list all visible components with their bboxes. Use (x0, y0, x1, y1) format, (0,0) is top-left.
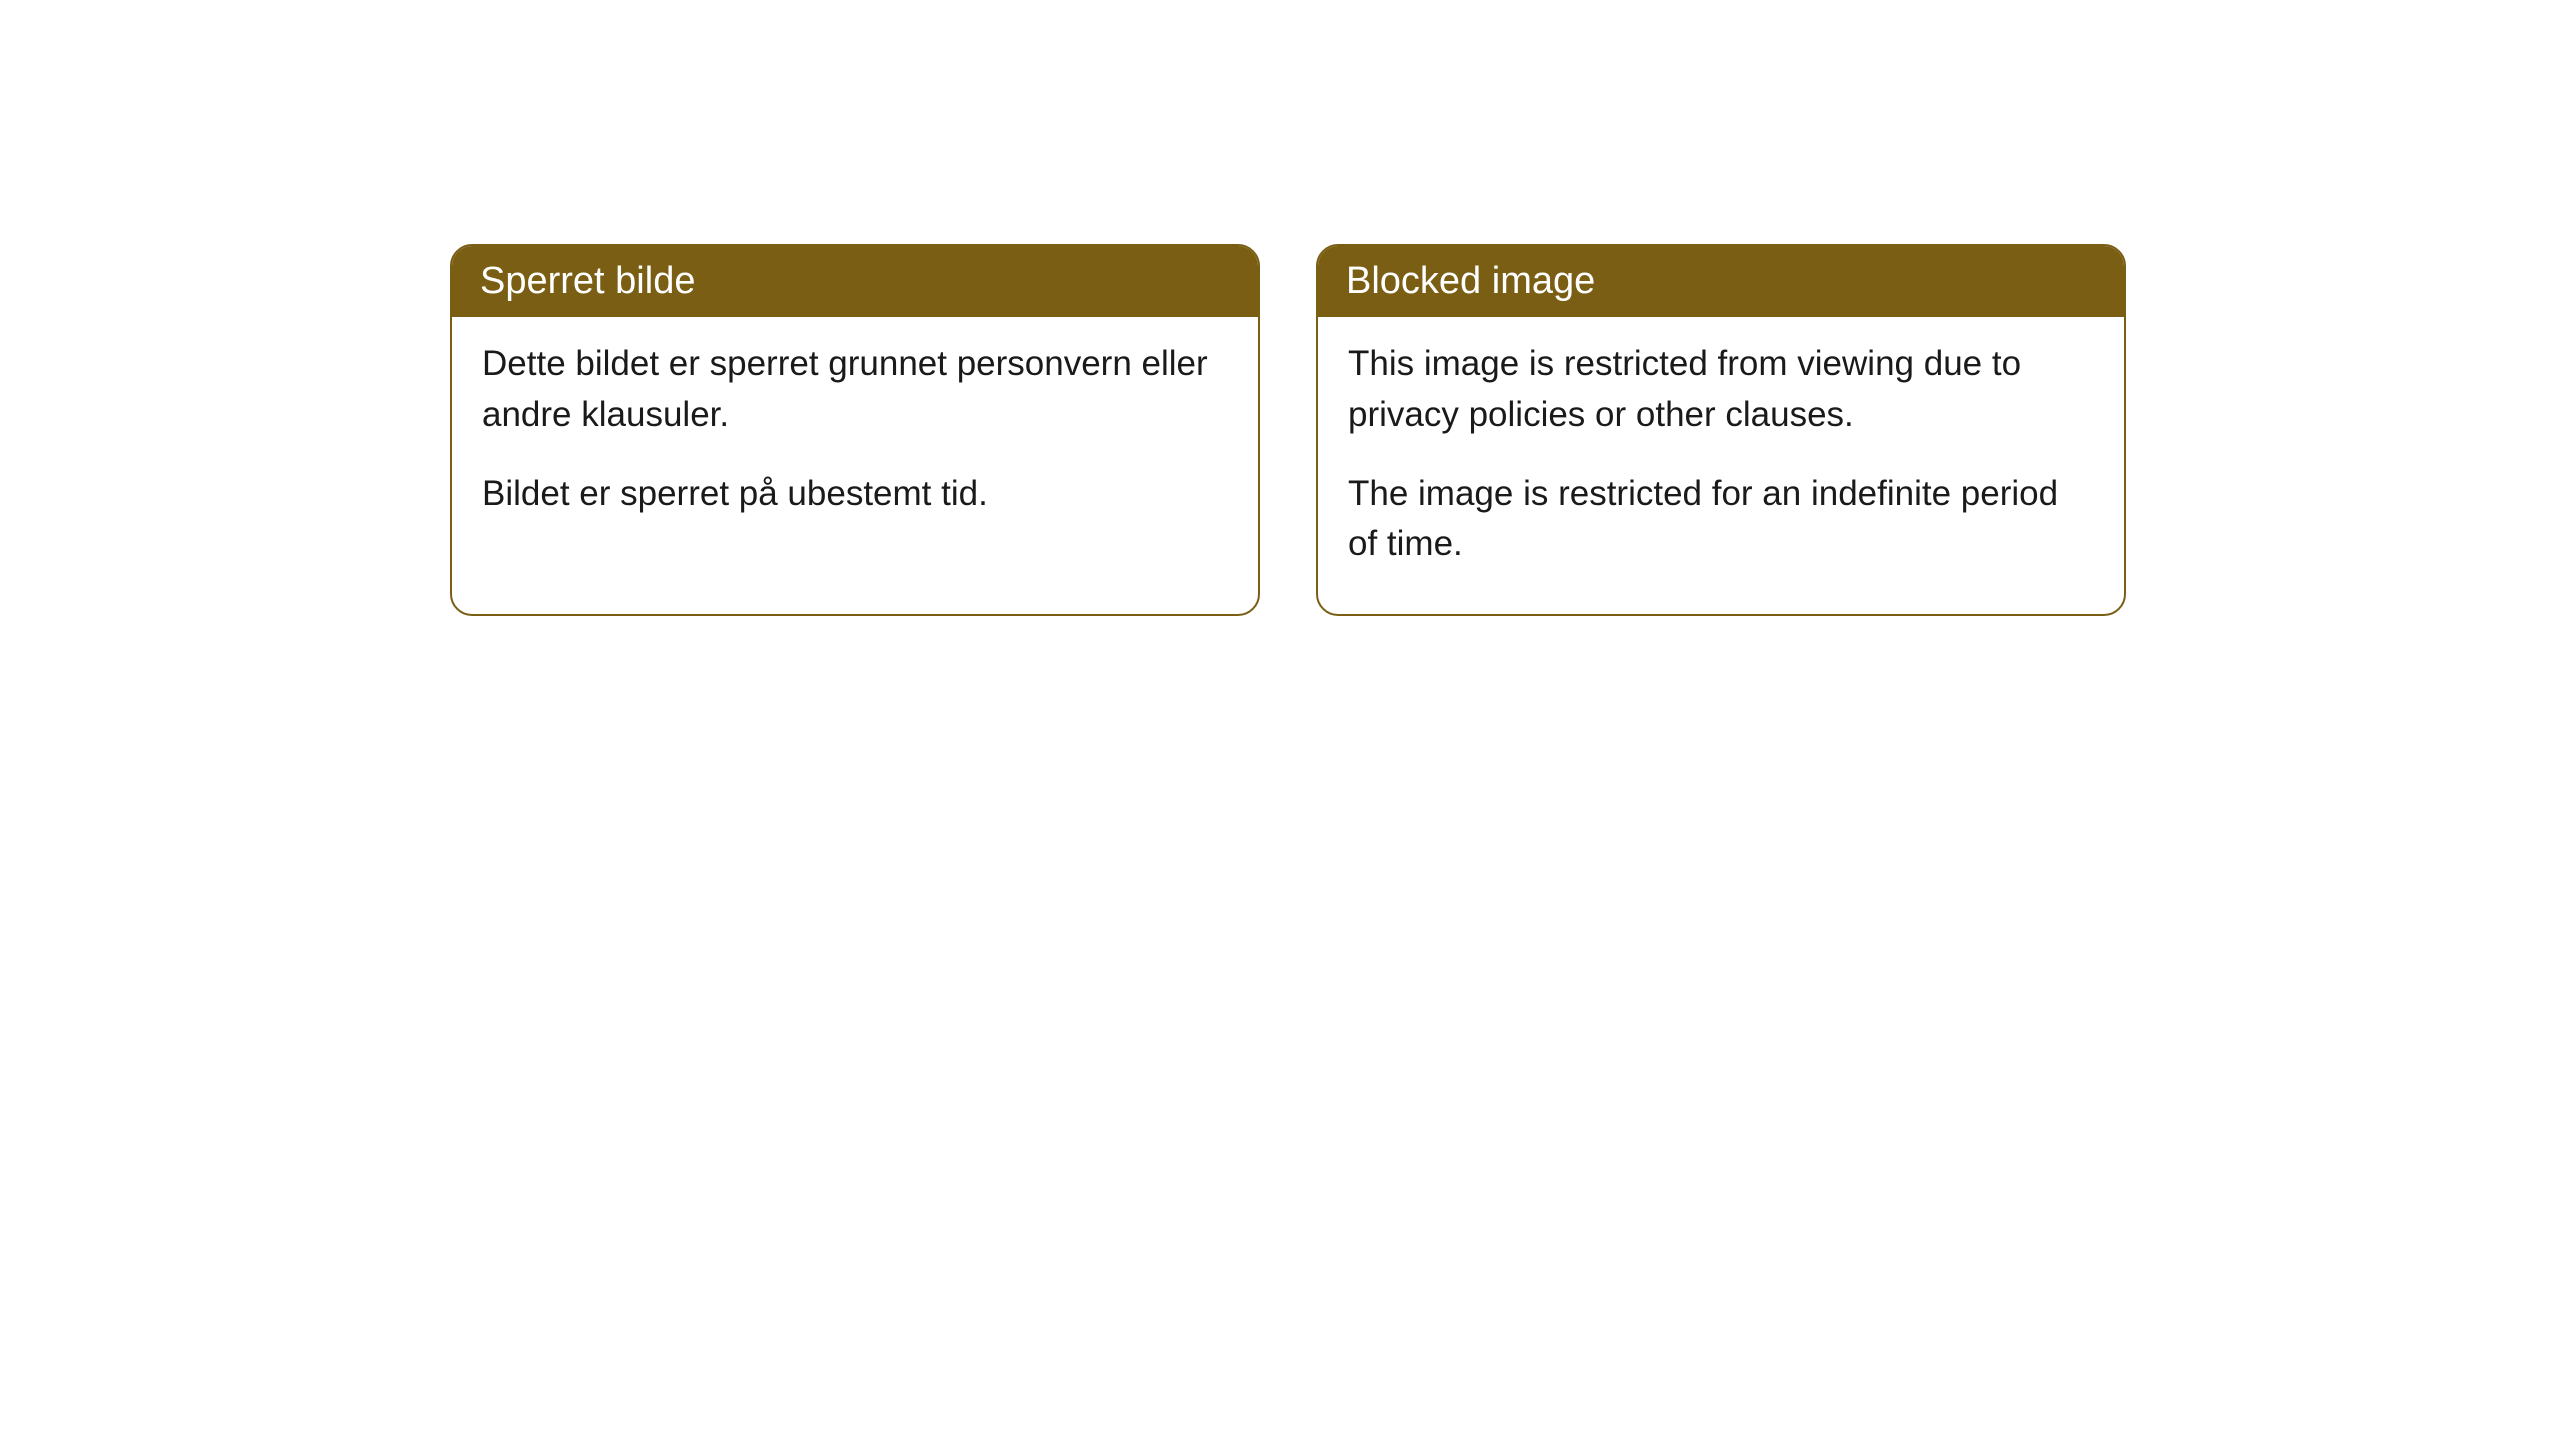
blocked-image-card-no: Sperret bilde Dette bildet er sperret gr… (450, 244, 1260, 616)
card-body-no: Dette bildet er sperret grunnet personve… (452, 317, 1258, 563)
card-paragraph2-no: Bildet er sperret på ubestemt tid. (482, 469, 1228, 520)
card-header-no: Sperret bilde (452, 246, 1258, 317)
card-paragraph1-no: Dette bildet er sperret grunnet personve… (482, 339, 1228, 441)
card-title-no: Sperret bilde (480, 260, 695, 302)
card-container: Sperret bilde Dette bildet er sperret gr… (450, 244, 2126, 616)
blocked-image-card-en: Blocked image This image is restricted f… (1316, 244, 2126, 616)
card-paragraph1-en: This image is restricted from viewing du… (1348, 339, 2094, 441)
card-header-en: Blocked image (1318, 246, 2124, 317)
card-title-en: Blocked image (1346, 260, 1595, 302)
card-body-en: This image is restricted from viewing du… (1318, 317, 2124, 614)
card-paragraph2-en: The image is restricted for an indefinit… (1348, 469, 2094, 571)
